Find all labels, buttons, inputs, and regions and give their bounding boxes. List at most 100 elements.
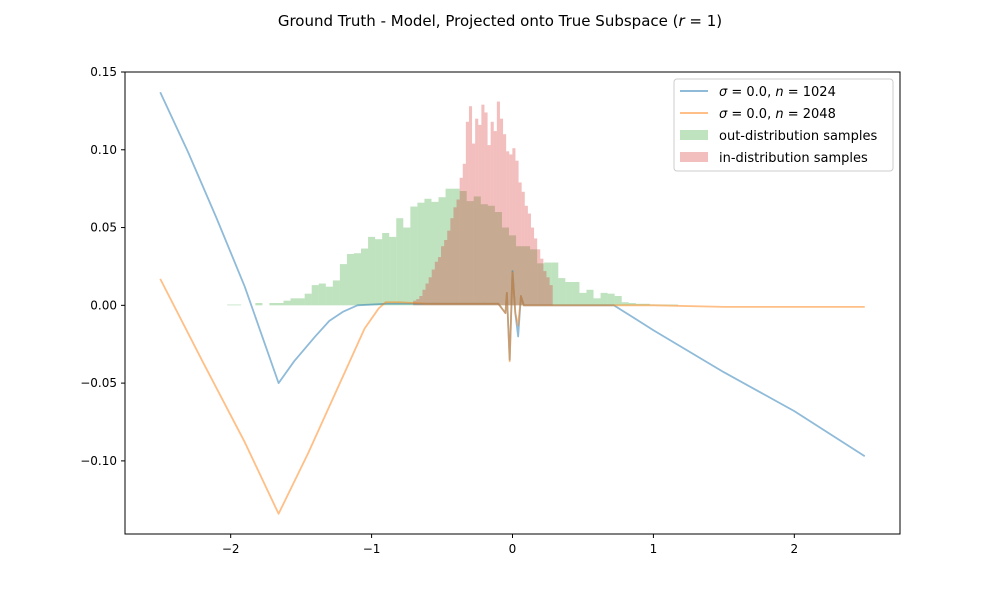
histogram-bar [487,205,495,306]
legend-box [673,78,894,172]
histogram-bar [607,293,615,306]
histogram-bar [487,145,491,306]
histogram-bar [509,154,513,306]
histogram-bar [441,246,445,306]
histogram-bar [297,298,305,306]
y-tick-label: −0.05 [80,376,117,390]
histogram-bar [490,121,494,306]
histogram-bar [403,227,411,306]
histogram-bar [339,264,347,306]
histogram-bar [506,151,510,306]
histogram-bar [499,118,504,306]
histogram-bar [444,240,448,306]
histogram-bar [269,303,277,306]
histogram-bar [480,204,488,306]
histogram-out-distribution [227,188,679,306]
histogram-bar [558,278,566,306]
histogram-bar [524,205,528,306]
legend-entry: σ = 0.0, n = 2048 [680,107,836,122]
x-tick-label: 0 [509,542,517,556]
histogram-bar [515,160,519,306]
histogram-bar [425,283,429,306]
y-tick-label: 0.05 [90,221,117,235]
histogram-in-distribution [413,101,553,306]
histogram-bar [481,104,485,306]
legend: σ = 0.0, n = 1024 σ = 0.0, n = 2048 out-di… [673,78,894,172]
histogram-bar [389,236,397,306]
histogram-bar [521,191,525,306]
y-tick-label: 0.00 [90,298,117,312]
histogram-bar [422,289,426,306]
histogram-bar [375,239,383,306]
histogram-bar [424,198,432,306]
histogram-bar [459,177,463,306]
histogram-bar [614,296,622,306]
histogram-bar [453,207,457,306]
x-tick-label: 2 [790,542,798,556]
histogram-bar [549,285,553,306]
legend-patch-swatch [680,130,708,140]
histogram-bar [496,101,500,306]
histogram-bar [465,121,469,306]
histogram-bar [523,246,531,306]
legend-label: out-distribution samples [719,129,877,144]
histogram-bar [428,277,432,306]
y-tick-label: −0.10 [80,454,117,468]
histogram-bar [543,271,547,306]
histogram-bar [396,218,404,306]
histogram-bar [593,298,601,306]
histogram-bar [512,148,516,306]
legend-patch-swatch [680,152,708,162]
histogram-bar [304,293,312,306]
histogram-bar [628,303,636,306]
x-tick-label: −1 [363,542,381,556]
histogram-bar [530,227,535,306]
histogram-bar [283,300,291,306]
histogram-bar [621,302,629,306]
histogram-bar [579,292,587,306]
series-line-2 [159,271,865,515]
lines-layer [159,91,866,515]
histogram-bar [468,106,473,306]
x-tick-label: 1 [650,542,658,556]
histogram-bar [544,262,552,306]
histogram-bar [438,197,446,306]
histogram-bar [447,230,451,306]
histogram-bar [416,299,420,306]
histogram-bar [459,191,467,306]
histogram-bar [332,280,340,306]
legend-entry: σ = 0.0, n = 1024 [680,85,836,100]
histogram-bar [311,285,319,306]
histogram-bar [473,196,481,306]
histogram-bar [600,292,608,306]
histogram-bar [434,261,438,306]
legend-label: σ = 0.0, n = 1024 [719,85,836,100]
chart-title: Ground Truth - Model, Projected onto Tru… [278,12,722,30]
histogram-bar [475,118,479,306]
histogram-bar [417,202,425,306]
histogram-bar [437,257,442,306]
legend-entry: out-distribution samples [680,129,877,144]
y-tick-label: 0.15 [90,65,117,79]
histogram-bar [368,236,376,306]
histogram-bar [472,143,476,306]
histogram-bar [456,199,460,306]
histogram-bar [516,246,524,306]
histogram-bar [431,269,435,306]
histogram-bar [276,303,284,306]
histogram-bar [346,254,354,306]
histogram-bar [234,304,242,306]
histogram-bar [546,277,550,306]
histogram-bar [227,304,235,306]
histogram-bar [290,298,298,306]
histogram-bar [586,289,594,306]
histogram-bar [382,233,390,306]
histogram-bar [478,124,482,306]
histogram-layer [227,101,679,306]
histogram-bar [572,282,580,306]
x-axis: −2 −1 0 1 2 [222,534,798,556]
histogram-bar [518,182,522,306]
histogram-bar [325,286,333,306]
histogram-bar [501,227,509,306]
